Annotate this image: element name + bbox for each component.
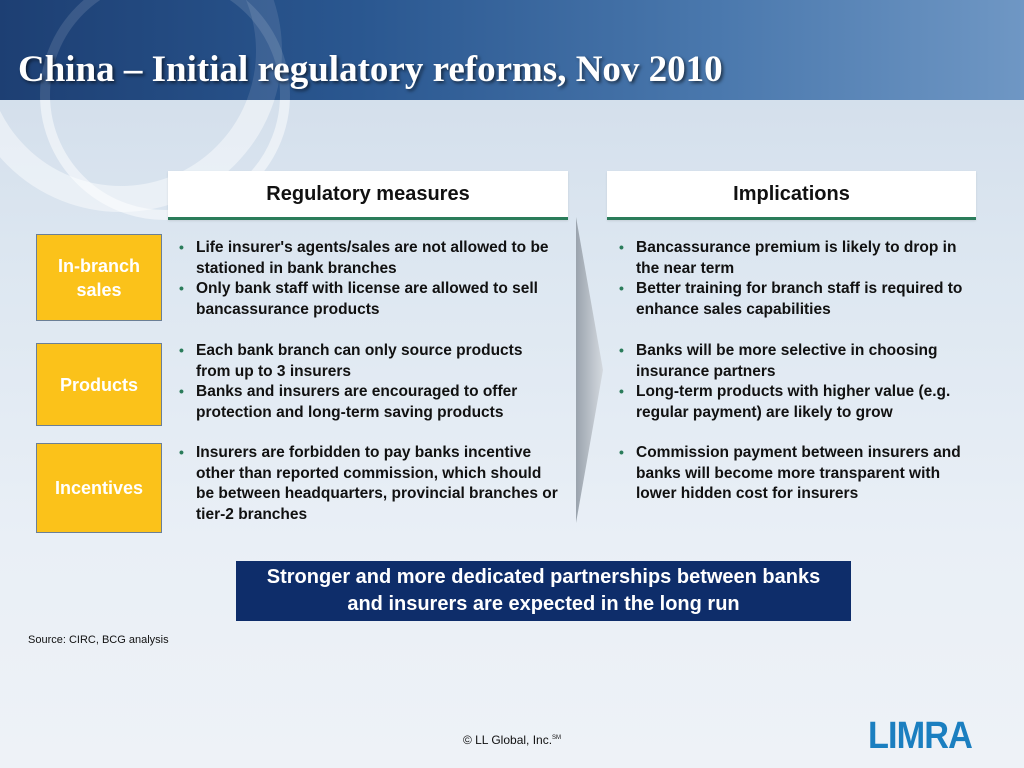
bullet-item: • Commission payment between insurers and… [619,444,961,502]
implications-list-products: • Banks will be more selective in choosin… [616,341,976,423]
conclusion-banner: Stronger and more dedicated partnerships… [236,561,851,621]
service-mark: SM [552,735,562,741]
bullet-item: • Long-term products with higher value (e… [619,383,951,421]
bullet-item: • Better training for branch staff is req… [619,280,963,318]
bullet-item: • Only bank staff with license are allowe… [179,280,538,318]
bullet-item: • Each bank branch can only source produc… [179,342,523,380]
conclusion-text: Stronger and more dedicated partnerships… [266,566,821,615]
measures-list-incentives: • Insurers are forbidden to pay banks inc… [176,443,561,525]
arrow-right-icon [576,217,603,523]
copyright-footer: © LL Global, Inc.SM [0,733,1024,747]
source-note: Source: CIRC, BCG analysis [28,634,169,646]
implications-list-in-branch-sales: • Bancassurance premium is likely to drop… [616,238,976,320]
limra-logo: LIMRA [868,715,973,754]
row-label-products: Products [36,343,162,426]
column-header-measures: Regulatory measures [168,171,568,220]
bullet-item: • Banks and insurers are encouraged to of… [179,383,518,421]
row-label-incentives: Incentives [36,443,162,533]
measures-list-products: • Each bank branch can only source produc… [176,341,561,423]
title-banner [0,0,1024,100]
bullet-item: • Insurers are forbidden to pay banks inc… [179,444,558,523]
limra-logo-text: LIMRA [868,715,972,754]
copyright-text: © LL Global, Inc. [462,733,553,747]
implications-list-incentives: • Commission payment between insurers and… [616,443,976,505]
page-title: China – Initial regulatory reforms, Nov … [18,49,723,90]
bullet-item: • Banks will be more selective in choosin… [619,342,938,380]
bullet-item: • Bancassurance premium is likely to drop… [619,239,957,277]
measures-list-in-branch-sales: • Life insurer's agents/sales are not all… [176,238,561,320]
column-header-implications: Implications [607,171,976,220]
row-label-in-branch-sales: In-branch sales [36,234,162,321]
bullet-item: • Life insurer's agents/sales are not all… [179,239,549,277]
